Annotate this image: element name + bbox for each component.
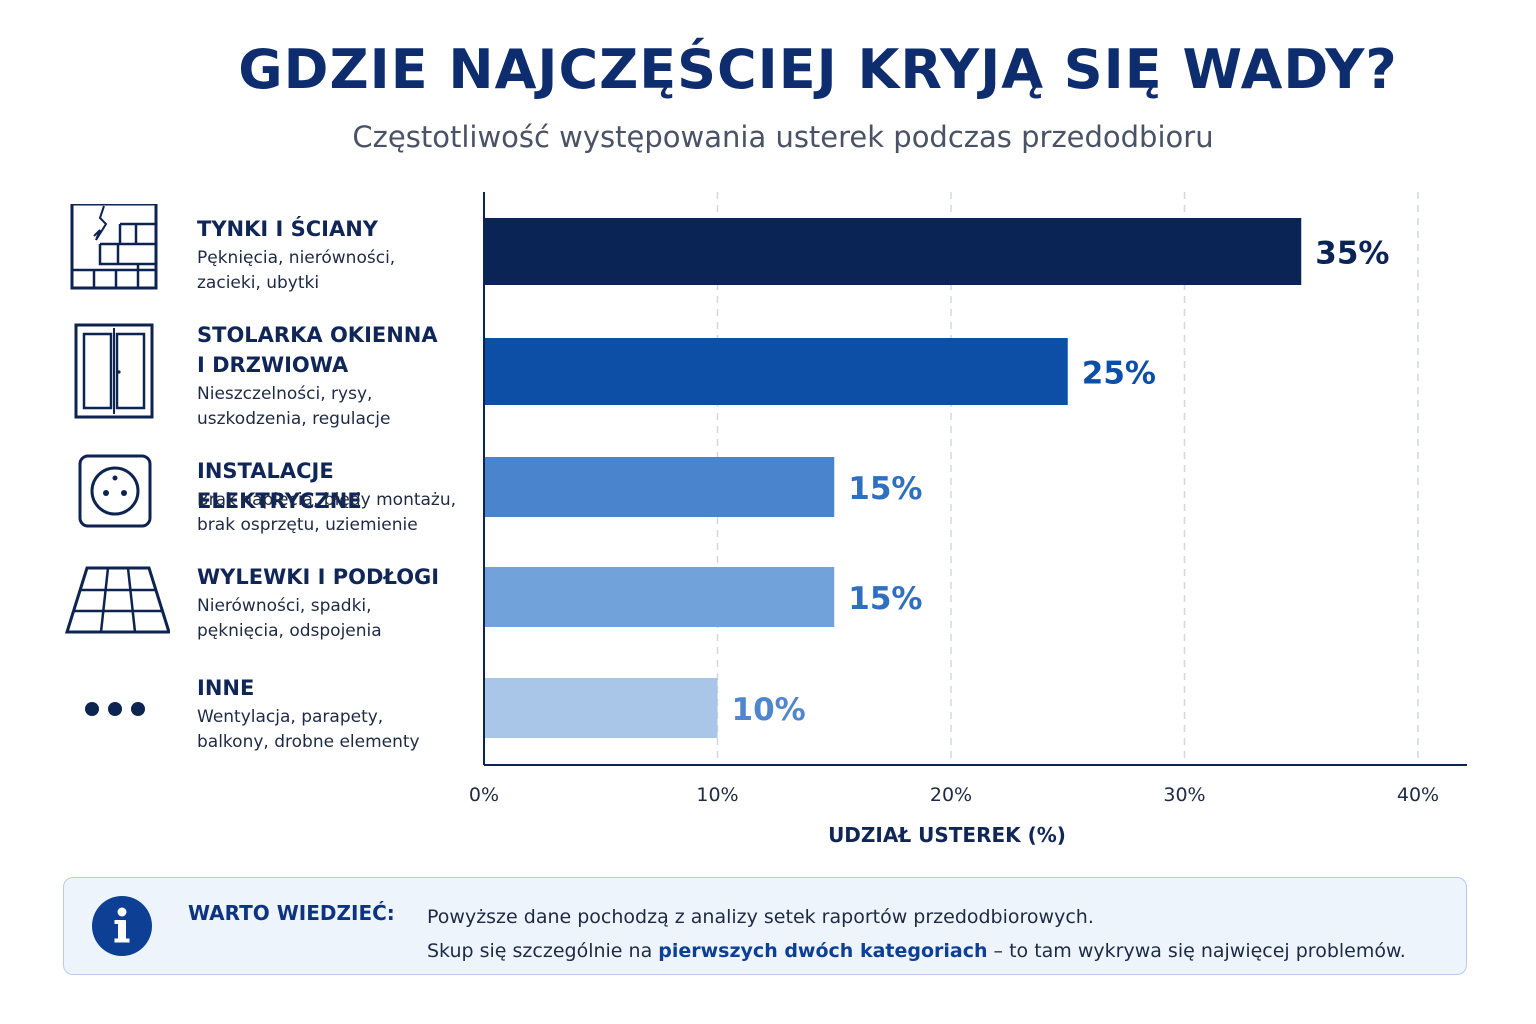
- bar-value-label: 25%: [1082, 356, 1156, 392]
- bar-value-label: 15%: [848, 471, 922, 507]
- category-electrical: INSTALACJE ELEKTRYCZNE Brak napięcia, bł…: [0, 454, 470, 566]
- floor-tiles-icon: [64, 566, 170, 634]
- x-tick-label: 10%: [696, 784, 738, 806]
- category-desc-line2: pęknięcia, odspojenia: [197, 621, 382, 641]
- x-axis-title: UDZIAŁ USTEREK (%): [828, 823, 1066, 847]
- category-desc-line1: Pęknięcia, nierówności,: [197, 248, 396, 268]
- category-other: INNE Wentylacja, parapety, balkony, drob…: [0, 673, 470, 783]
- cracked-wall-icon: [70, 204, 158, 290]
- bar: [484, 457, 835, 517]
- category-desc-line1: Nierówności, spadki,: [197, 596, 372, 616]
- info-label: WARTO WIEDZIEĆ:: [188, 901, 395, 925]
- info-icon: [92, 896, 152, 956]
- category-name: INNE: [197, 676, 255, 700]
- info-line2: Skup się szczególnie na pierwszych dwóch…: [427, 934, 1457, 968]
- page-title: GDZIE NAJCZĘŚCIEJ KRYJĄ SIĘ WADY?: [238, 38, 1398, 101]
- category-plaster-walls: TYNKI I ŚCIANY Pęknięcia, nierówności, z…: [0, 204, 470, 320]
- info-line2-highlight: pierwszych dwóch kategoriach: [658, 940, 988, 962]
- category-desc-line2: brak osprzętu, uziemienie: [197, 515, 418, 535]
- window-door-icon: [74, 323, 154, 419]
- bar: [484, 567, 835, 627]
- category-name-line2: I DRZWIOWA: [197, 353, 349, 377]
- bar-value-label: 35%: [1315, 236, 1389, 272]
- category-desc-line1: Nieszczelności, rysy,: [197, 384, 373, 404]
- category-desc-line2: uszkodzenia, regulacje: [197, 409, 391, 429]
- category-desc-line1: Brak napięcia, błędy montażu,: [197, 490, 457, 510]
- category-windows-doors: STOLARKA OKIENNA I DRZWIOWA Nieszczelnoś…: [0, 320, 470, 430]
- x-tick-label: 20%: [930, 784, 972, 806]
- x-tick-label: 0%: [469, 784, 499, 806]
- bar: [484, 218, 1302, 285]
- category-floors: WYLEWKI I PODŁOGI Nierówności, spadki, p…: [0, 562, 470, 672]
- x-tick-label: 40%: [1397, 784, 1439, 806]
- more-dots-icon: [85, 702, 145, 716]
- category-name: INSTALACJE ELEKTRYCZNE: [197, 459, 362, 513]
- info-text: Powyższe dane pochodzą z analizy setek r…: [427, 900, 1457, 968]
- category-name: WYLEWKI I PODŁOGI: [197, 565, 440, 589]
- bar-chart: 35% 25% 15% 15% 10% 0% 10% 20% 30% 40% UDZIAŁ USTE…: [469, 192, 1467, 847]
- power-socket-icon: [78, 454, 152, 528]
- category-desc-line2: balkony, drobne elementy: [197, 732, 420, 752]
- bar: [484, 338, 1068, 405]
- info-line2-post: – to tam wykrywa się najwięcej problemów…: [987, 940, 1406, 962]
- category-name-line1: STOLARKA OKIENNA: [197, 323, 438, 347]
- category-desc-line2: zacieki, ubytki: [197, 273, 320, 293]
- category-desc-line1: Wentylacja, parapety,: [197, 707, 384, 727]
- x-tick-label: 30%: [1163, 784, 1205, 806]
- category-name: TYNKI I ŚCIANY: [197, 217, 379, 241]
- bar: [484, 678, 718, 738]
- info-line2-pre: Skup się szczególnie na: [427, 940, 659, 962]
- bar-value-label: 15%: [848, 581, 922, 617]
- bar-value-label: 10%: [732, 692, 806, 728]
- info-line1: Powyższe dane pochodzą z analizy setek r…: [427, 906, 1094, 928]
- info-box: WARTO WIEDZIEĆ: Powyższe dane pochodzą z…: [63, 877, 1467, 975]
- page-subtitle: Częstotliwość występowania usterek podcz…: [352, 120, 1214, 154]
